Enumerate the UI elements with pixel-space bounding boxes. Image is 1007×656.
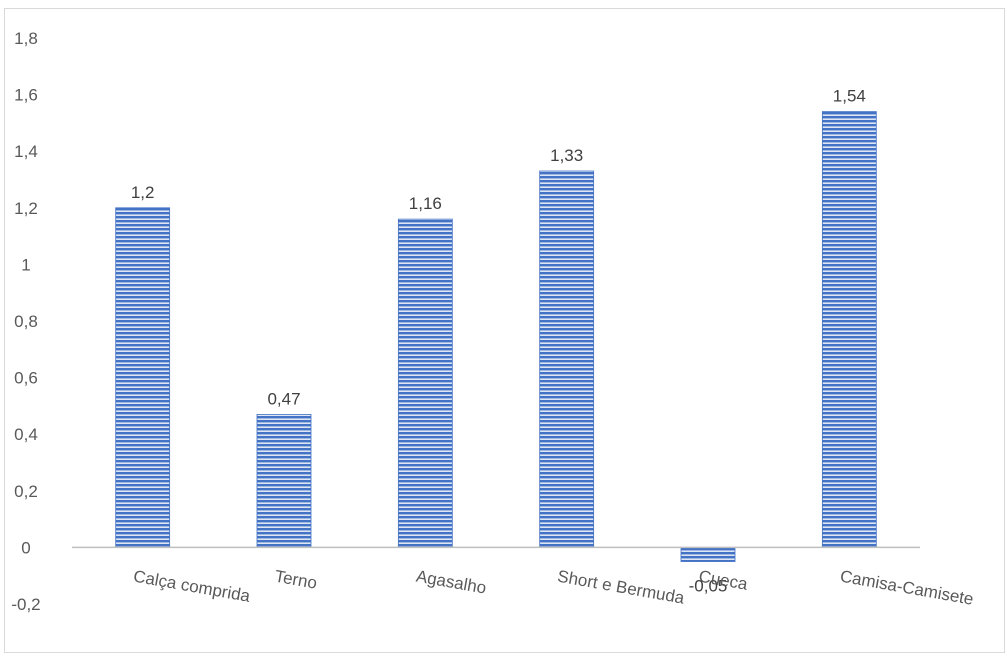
bar bbox=[680, 547, 736, 562]
y-tick-label: 1 bbox=[21, 255, 30, 274]
bar bbox=[256, 413, 312, 548]
bars bbox=[115, 111, 877, 562]
y-tick-label: 1,8 bbox=[14, 29, 38, 48]
x-tick-label: Terno bbox=[273, 567, 318, 593]
y-tick-label: 0,8 bbox=[14, 312, 38, 331]
y-tick-label: 1,2 bbox=[14, 199, 38, 218]
y-tick-label: 1,4 bbox=[14, 142, 38, 161]
data-label: 1,54 bbox=[833, 87, 866, 106]
data-label: 1,33 bbox=[550, 146, 583, 165]
y-tick-label: 0,2 bbox=[14, 482, 38, 501]
data-label: 1,16 bbox=[409, 194, 442, 213]
data-label: 1,2 bbox=[131, 183, 155, 202]
bar bbox=[539, 170, 595, 548]
x-axis: Calça comprida Terno Agasalho Short e Bermu… bbox=[132, 567, 975, 609]
y-tick-label: 0,4 bbox=[14, 425, 38, 444]
x-tick-label: Camisa-Camisete bbox=[839, 567, 975, 609]
y-tick-label: -0,2 bbox=[11, 595, 40, 614]
data-label: 0,47 bbox=[267, 389, 300, 408]
bar bbox=[115, 207, 171, 548]
bar bbox=[821, 111, 877, 548]
x-tick-label: Short e Bermuda bbox=[556, 567, 686, 608]
bar bbox=[397, 218, 453, 548]
y-tick-label: 0,6 bbox=[14, 369, 38, 388]
data-labels: 1,2 0,47 1,16 1,33 -0,05 1,54 bbox=[131, 87, 866, 596]
x-tick-label: Agasalho bbox=[415, 567, 488, 598]
y-tick-label: 1,6 bbox=[14, 86, 38, 105]
data-label: -0,05 bbox=[689, 577, 728, 596]
x-tick-label: Calça comprida bbox=[132, 567, 252, 606]
y-tick-label: 0 bbox=[21, 538, 30, 557]
y-axis: 1,8 1,6 1,4 1,2 1 0,8 0,6 0,4 0,2 0 -0,2 bbox=[11, 29, 40, 614]
